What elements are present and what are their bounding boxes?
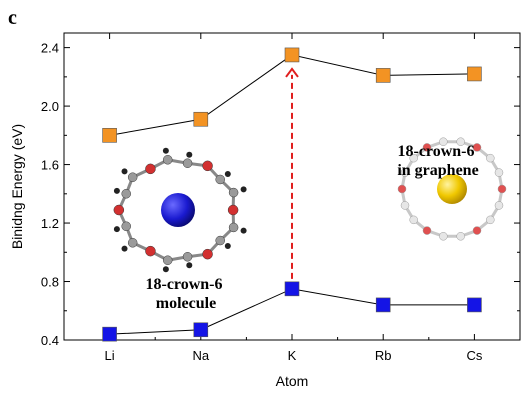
y-tick-label: 1.2 <box>41 216 59 231</box>
graphene-annotation: 18-crown-6 in graphene <box>397 143 478 179</box>
crown-in-graphene-illustration <box>397 137 507 241</box>
carbon-atom <box>409 153 418 163</box>
carbon-atom <box>400 201 410 210</box>
hydrogen-atom <box>121 245 128 252</box>
y-tick-label: 2.0 <box>41 99 59 114</box>
carbon-atom <box>121 221 131 231</box>
x-tick-label: K <box>288 348 297 363</box>
carbon-atom <box>494 168 504 177</box>
hydrogen-atom <box>186 151 193 158</box>
oxygen-atom <box>422 143 432 152</box>
data-point-0 <box>102 128 117 143</box>
y-tick-label: 0.4 <box>41 333 59 348</box>
graphene-annotation-line-2: in graphene <box>397 162 478 179</box>
carbon-atom <box>215 235 225 246</box>
carbon-atom <box>121 189 131 199</box>
molecule-annotation: 18-crown-6 molecule <box>145 276 226 312</box>
plot-area: 0.4 0.8 1.2 1.6 2.0 2.4 Li Na K Rb Cs <box>41 32 521 363</box>
oxygen-atom <box>113 204 125 216</box>
arrow-head <box>285 67 299 78</box>
carbon-atom <box>162 255 173 265</box>
data-point-0 <box>284 47 300 63</box>
data-point-1 <box>467 297 482 313</box>
carbon-atom <box>228 187 239 198</box>
molecule-annotation-line-1: 18-crown-6 <box>145 276 222 293</box>
x-tick-label: Li <box>105 348 115 363</box>
carbon-atom <box>162 155 173 165</box>
oxygen-atom <box>227 204 239 216</box>
oxygen-atom <box>472 226 482 235</box>
potassium-ion-blue <box>161 193 195 227</box>
oxygen-atom <box>202 160 213 172</box>
hydrogen-atom <box>240 186 247 193</box>
y-axis-title: Binidng Energy (eV) <box>9 124 25 249</box>
x-tick-label: Cs <box>466 348 482 363</box>
hydrogen-atom <box>113 187 120 194</box>
hydrogen-atom <box>224 170 231 177</box>
y-tick-label: 2.4 <box>41 41 59 56</box>
oxygen-atom <box>397 184 407 194</box>
carbon-atom <box>400 168 410 177</box>
potassium-ion-gold <box>437 174 467 204</box>
x-axis: Li Na K Rb Cs <box>63 33 521 363</box>
carbon-atom <box>182 158 193 168</box>
data-point-1 <box>375 297 391 313</box>
hydrogen-atom <box>224 243 231 250</box>
hydrogen-atom <box>121 168 128 175</box>
x-tick-label: Rb <box>375 348 392 363</box>
oxygen-atom <box>497 184 507 194</box>
oxygen-atom <box>145 245 156 257</box>
carbon-atom <box>182 252 193 262</box>
data-point-1 <box>102 326 117 342</box>
data-point-1 <box>284 281 300 297</box>
panel-label: c <box>8 7 17 29</box>
oxygen-atom <box>472 143 482 152</box>
x-tick-label: Na <box>192 348 209 363</box>
carbon-atom <box>494 201 504 210</box>
carbon-atom <box>127 172 138 182</box>
data-point-0 <box>467 66 482 82</box>
carbon-atom <box>486 153 495 163</box>
hydrogen-atom <box>240 227 247 234</box>
carbon-atom <box>439 137 448 146</box>
molecule-annotation-line-2: molecule <box>156 295 216 312</box>
carbon-atom <box>228 222 239 233</box>
oxygen-atom <box>145 163 156 175</box>
carbon-atom <box>456 232 465 241</box>
y-tick-label: 1.6 <box>41 158 59 173</box>
carbon-atom <box>439 232 448 241</box>
data-point-1 <box>193 322 209 338</box>
oxygen-atom <box>422 226 432 235</box>
oxygen-atom <box>202 248 213 260</box>
carbon-atom <box>127 238 138 248</box>
data-point-0 <box>193 111 209 127</box>
graphene-annotation-line-1: 18-crown-6 <box>397 143 474 160</box>
carbon-atom <box>486 215 495 225</box>
data-point-0 <box>375 68 391 83</box>
crown-ether-molecule-illustration <box>113 147 247 273</box>
hydrogen-atom <box>113 226 120 233</box>
hydrogen-atom <box>162 266 169 273</box>
hydrogen-atom <box>162 147 169 154</box>
carbon-atom <box>456 137 465 146</box>
y-axis: 0.4 0.8 1.2 1.6 2.0 2.4 <box>41 41 520 348</box>
carbon-atom <box>215 174 225 185</box>
y-tick-label: 0.8 <box>41 275 59 290</box>
carbon-atom <box>409 215 418 225</box>
x-axis-title: Atom <box>276 373 309 389</box>
hydrogen-atom <box>186 262 193 269</box>
